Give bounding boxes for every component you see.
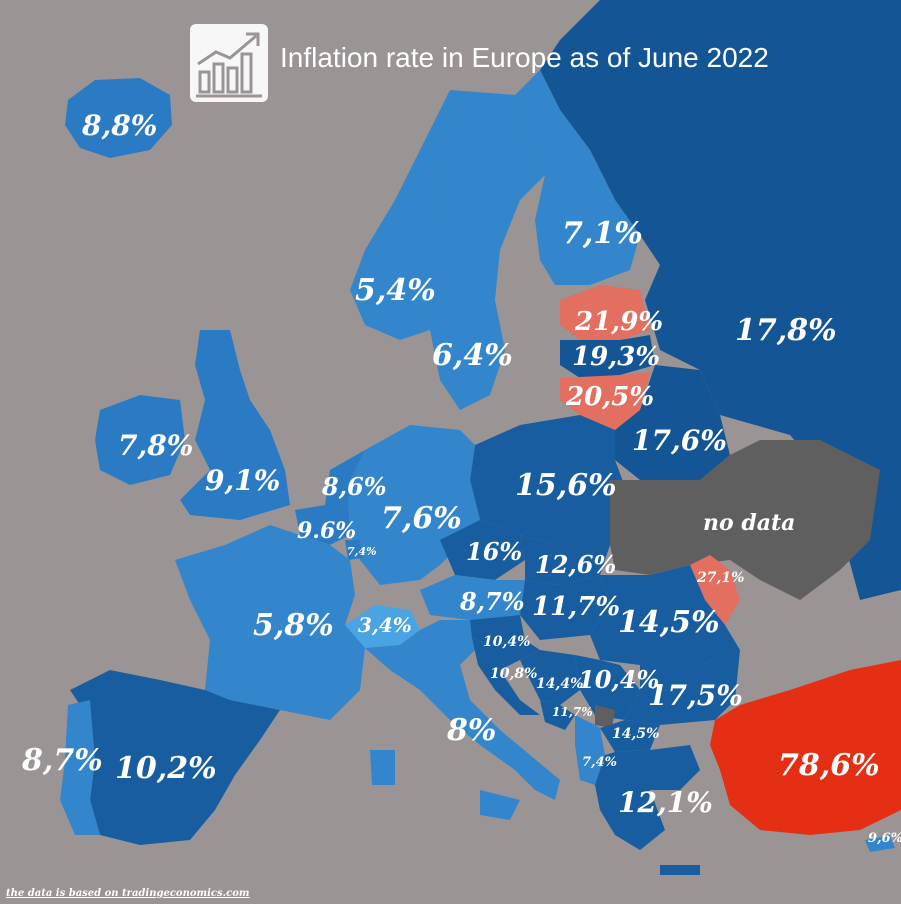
label-lithuania: 20,5% [565,382,654,412]
region-greece [595,745,700,875]
source-note: the data is based on tradingeconomics.co… [6,888,250,899]
label-switzerland: 3,4% [358,613,412,637]
label-austria: 8,7% [459,587,525,616]
label-turkey: 78,6% [778,748,880,783]
region-latvia [560,335,655,378]
region-luxembourg [345,540,362,560]
region-ukraine [610,440,880,600]
label-north-macedonia: 14,5% [612,726,659,742]
label-serbia: 10,4% [578,665,659,694]
label-portugal: 8,7% [21,743,103,778]
label-germany: 7,6% [381,501,462,536]
label-uk: 9,1% [205,464,280,497]
region-switzerland [345,605,420,648]
region-moldova [690,555,740,625]
region-montenegro [540,700,575,730]
label-spain: 10,2% [115,751,217,786]
region-estonia [560,285,650,340]
region-serbia [575,655,640,720]
region-netherlands [325,450,365,505]
region-cyprus [865,835,895,852]
region-italy [365,620,560,820]
region-hungary [520,575,610,640]
label-belgium: 9.6% [297,518,356,544]
region-spain [70,670,280,845]
label-ireland: 7,8% [118,429,193,462]
region-slovakia [520,535,610,585]
label-bulgaria: 17,5% [648,679,743,712]
label-russia: 17,8% [735,313,837,348]
region-czechia [440,520,525,580]
region-north-macedonia [600,720,660,752]
label-romania: 14,5% [618,605,720,640]
region-finland [515,70,640,285]
label-cyprus: 9,6% [868,831,901,846]
region-croatia [472,638,540,715]
region-bulgaria [625,650,740,725]
region-belarus [615,365,730,480]
label-belarus: 17,6% [632,424,727,457]
label-sweden: 6,4% [432,338,513,373]
label-netherlands: 8,6% [321,472,387,501]
label-czechia: 16% [466,537,522,566]
map-title: Inflation rate in Europe as of June 2022 [280,42,769,73]
label-ukraine: no data [703,510,795,536]
label-norway: 5,4% [355,273,436,308]
region-ireland [95,395,185,485]
region-austria [420,575,525,620]
label-montenegro: 11,7% [552,705,593,719]
region-bosnia [520,650,580,705]
region-sweden [420,90,545,410]
label-greece: 12,1% [618,786,713,819]
region-poland [470,415,630,545]
label-luxembourg: 7,4% [347,545,377,558]
label-slovakia: 12,6% [535,550,616,579]
label-hungary: 11,7% [532,592,620,622]
region-lithuania [560,372,650,430]
bar-chart-trend-icon [190,24,268,102]
region-turkey [710,660,901,835]
label-bosnia: 14,4% [536,676,583,692]
label-finland: 7,1% [562,216,643,251]
region-belgium [295,505,350,545]
label-estonia: 21,9% [574,307,663,337]
label-poland: 15,6% [515,468,617,503]
region-romania [590,565,740,665]
region-iceland [65,78,172,158]
region-kosovo [595,705,615,728]
region-albania [575,715,605,785]
region-norway [350,90,450,340]
region-slovenia [470,615,525,645]
label-slovenia: 10,4% [483,634,530,650]
label-albania: 7,4% [582,755,617,770]
label-croatia: 10,8% [490,666,537,682]
label-latvia: 19,3% [572,342,660,372]
label-italy: 8% [446,713,496,748]
region-uk [180,330,290,520]
region-portugal [60,700,100,835]
region-france [175,525,365,720]
label-france: 5,8% [253,608,334,643]
label-iceland: 8,8% [81,109,157,142]
label-moldova: 27,1% [696,570,744,586]
